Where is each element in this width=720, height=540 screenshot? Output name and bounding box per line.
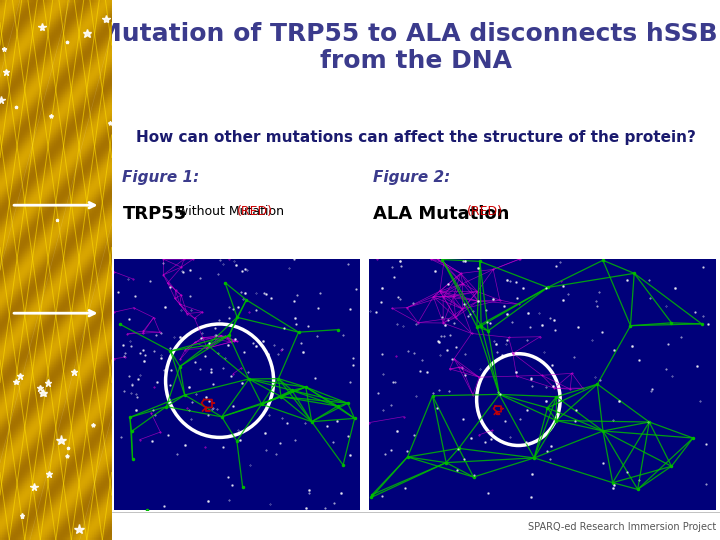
Bar bbox=[369, 259, 716, 510]
Text: Mutation of TRP55 to ALA disconnects hSSB1
from the DNA: Mutation of TRP55 to ALA disconnects hSS… bbox=[96, 22, 720, 73]
Text: Figure 2:: Figure 2: bbox=[373, 170, 450, 185]
Text: (RED): (RED) bbox=[467, 205, 503, 218]
Text: TRP55: TRP55 bbox=[122, 205, 186, 223]
Bar bbox=[114, 259, 360, 510]
Text: Figure 1:: Figure 1: bbox=[122, 170, 199, 185]
Text: How can other mutations can affect the structure of the protein?: How can other mutations can affect the s… bbox=[136, 130, 696, 145]
Bar bbox=[112, 0, 720, 540]
Text: without Mutation: without Mutation bbox=[174, 205, 284, 218]
Text: SPARQ-ed Research Immersion Project: SPARQ-ed Research Immersion Project bbox=[528, 522, 716, 531]
Text: (RED): (RED) bbox=[237, 205, 273, 218]
Text: ALA Mutation: ALA Mutation bbox=[373, 205, 509, 223]
